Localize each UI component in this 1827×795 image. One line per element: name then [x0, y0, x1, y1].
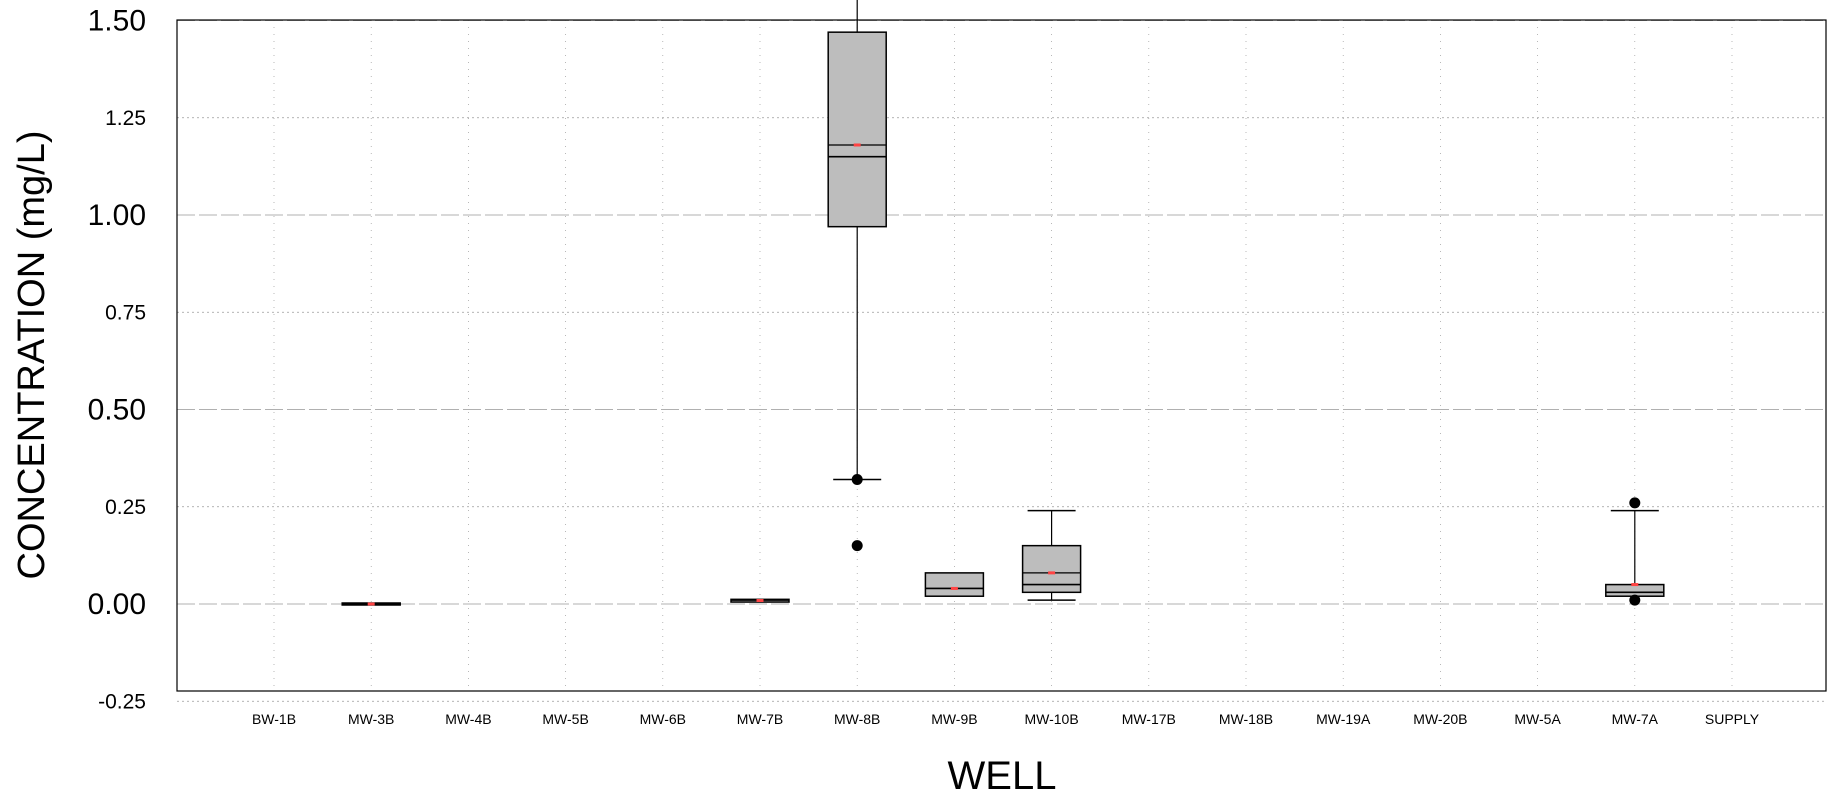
box-mw-9b	[924, 572, 985, 597]
x-tick-label: MW-18B	[1219, 711, 1273, 727]
y-tick-labels: 3.002.752.502.252.001.751.501.251.000.75…	[88, 5, 146, 714]
box-mw-8b	[827, 0, 887, 552]
x-tick-label: BW-1B	[252, 711, 296, 727]
box-mw-7b	[730, 598, 790, 603]
y-tick-label: 0.00	[88, 588, 146, 621]
x-tick-label: MW-7B	[737, 711, 783, 727]
x-tick-labels: BW-1B MW-3B MW-4B MW-5B MW-6B MW-7B MW-8B MW-9B…	[252, 711, 1760, 727]
grid-lines	[177, 20, 1826, 702]
y-tick-label: 1.00	[88, 199, 146, 232]
outlier-point	[1629, 497, 1641, 509]
mean-marker	[950, 586, 958, 590]
y-tick-label: 0.50	[88, 394, 146, 427]
x-tick-label: MW-5A	[1514, 711, 1561, 727]
mean-marker	[1048, 571, 1056, 575]
x-tick-label: MW-17B	[1122, 711, 1176, 727]
x-tick-label: MW-19A	[1316, 711, 1371, 727]
x-tick-label: MW-6B	[640, 711, 686, 727]
mean-marker	[756, 598, 764, 602]
axes	[176, 19, 1827, 692]
box-body	[924, 572, 985, 597]
box-mw-7a	[1605, 497, 1665, 606]
outlier-point	[1629, 594, 1641, 606]
outlier-point	[851, 474, 863, 486]
y-axis-title: CONCENTRATION (mg/L)	[11, 131, 53, 580]
mean-marker	[1631, 583, 1639, 587]
x-tick-label: MW-20B	[1413, 711, 1467, 727]
x-tick-label: MW-10B	[1024, 711, 1078, 727]
mean-marker	[853, 143, 861, 147]
x-tick-label: MW-5B	[542, 711, 588, 727]
box-body	[1605, 583, 1665, 597]
x-tick-label: MW-9B	[931, 711, 977, 727]
box-mw-10b	[1021, 509, 1082, 601]
outlier-point	[851, 540, 863, 552]
x-axis-title: WELL	[948, 754, 1057, 795]
x-tick-label: MW-3B	[348, 711, 394, 727]
x-tick-label: SUPPLY	[1705, 711, 1760, 727]
box-body	[827, 31, 887, 228]
y-tick-label: 1.50	[88, 5, 146, 38]
y-tick-label: 0.75	[105, 301, 146, 324]
box-mw-3b	[341, 602, 401, 606]
y-tick-label: 0.25	[105, 496, 146, 519]
y-tick-label: -0.25	[98, 690, 146, 713]
x-tick-label: MW-8B	[834, 711, 880, 727]
x-tick-label: MW-7A	[1612, 711, 1659, 727]
y-tick-label: 1.25	[105, 107, 146, 130]
x-tick-label: MW-4B	[445, 711, 491, 727]
plot-frame	[176, 19, 1827, 692]
mean-marker	[367, 602, 375, 606]
box-series	[341, 0, 1665, 606]
